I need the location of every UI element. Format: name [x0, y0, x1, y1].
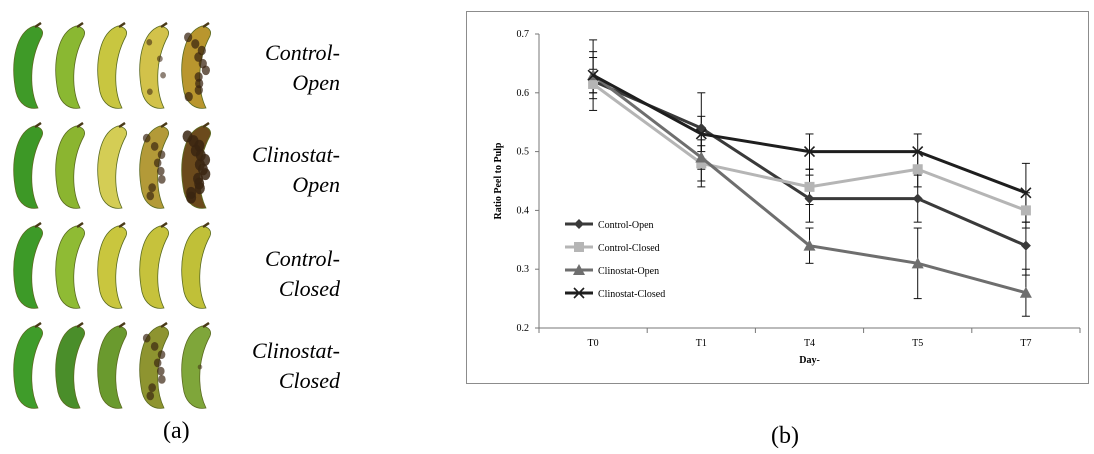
banana-image	[97, 22, 127, 109]
legend-swatch-marker	[573, 287, 585, 299]
y-tick-label: 0.7	[517, 29, 530, 40]
data-point	[695, 128, 707, 140]
treatment-label-line2: Open	[292, 70, 340, 95]
y-tick-label: 0.2	[517, 323, 530, 334]
banana-image	[97, 222, 127, 309]
data-point	[911, 257, 924, 269]
x-tick-label: T7	[1020, 338, 1031, 349]
banana-image	[139, 222, 169, 309]
banana-row-image	[13, 222, 211, 309]
banana-photo-panel: (a) Control- Open Clinostat- Open Control- Cl…	[0, 0, 360, 454]
banana-image	[181, 222, 211, 309]
data-point	[1020, 205, 1031, 216]
banana-image	[181, 122, 211, 209]
data-point	[912, 146, 924, 158]
treatment-label-line1: Clinostat-	[251, 142, 340, 167]
y-tick-label: 0.4	[517, 205, 530, 216]
data-point	[1020, 187, 1032, 199]
banana-row-image	[13, 22, 211, 109]
banana-image	[55, 122, 85, 209]
banana-image	[55, 222, 85, 309]
data-point	[1020, 240, 1031, 251]
banana-row	[0, 22, 225, 112]
legend-label: Clinostat-Open	[598, 266, 659, 277]
legend-swatch-marker	[574, 242, 584, 252]
data-point	[695, 151, 708, 163]
data-point	[588, 78, 599, 89]
x-tick-label: T4	[804, 338, 815, 349]
data-point	[912, 193, 923, 204]
banana-image	[97, 322, 127, 409]
data-point	[804, 193, 815, 204]
legend-label: Clinostat-Closed	[598, 289, 665, 300]
y-tick-label: 0.6	[517, 88, 530, 99]
ratio-chart: 0.2 0.3 0.4 0.5 0.6 0.7 T0 T1 T4 T5 T7 Day- Ratio Pe…	[493, 29, 1081, 366]
legend-swatch-marker	[574, 219, 584, 229]
legend-label: Control-Open	[598, 220, 654, 231]
caption-b: (b)	[771, 423, 799, 449]
banana-image	[181, 22, 211, 109]
banana-row-image	[13, 322, 211, 409]
y-tick-label: 0.5	[517, 147, 530, 158]
data-point	[1019, 286, 1032, 298]
banana-image	[181, 322, 211, 409]
data-point	[803, 146, 816, 158]
banana-row-image	[13, 122, 211, 209]
treatment-label-line1: Control-	[265, 40, 340, 65]
y-axis-label: Ratio Peel to Pulp	[493, 142, 504, 219]
treatment-label-line2: Closed	[278, 368, 340, 393]
banana-image	[55, 22, 85, 109]
x-tick-label: T1	[696, 338, 707, 349]
banana-image	[139, 122, 169, 209]
banana-image	[13, 322, 43, 409]
data-point	[587, 69, 599, 81]
banana-row	[0, 222, 225, 312]
y-tick-label: 0.3	[517, 264, 530, 275]
treatment-label-line2: Closed	[278, 276, 340, 301]
chart-frame: 0.2 0.3 0.4 0.5 0.6 0.7 T0 T1 T4 T5 T7 Day- Ratio Pe…	[466, 11, 1089, 384]
banana-image	[97, 122, 127, 209]
data-point	[803, 239, 816, 251]
legend-swatch-marker	[573, 264, 585, 275]
x-axis-label: Day-	[799, 355, 820, 366]
data-point	[696, 158, 707, 169]
treatment-label: Clinostat- Open	[210, 140, 340, 200]
treatment-label: Clinostat- Closed	[210, 336, 340, 396]
data-point	[912, 164, 923, 175]
banana-image	[13, 122, 43, 209]
banana-image	[139, 22, 169, 109]
x-tick-label: T0	[588, 338, 599, 349]
legend-label: Control-Closed	[598, 243, 660, 254]
banana-row	[0, 322, 225, 412]
caption-a: (a)	[163, 418, 190, 444]
banana-row	[0, 122, 225, 212]
treatment-label: Control- Open	[210, 38, 340, 98]
banana-image	[139, 322, 169, 409]
data-point	[804, 181, 815, 192]
banana-image	[55, 322, 85, 409]
banana-image	[13, 222, 43, 309]
x-tick-label: T5	[912, 338, 923, 349]
banana-image	[13, 22, 43, 109]
treatment-label-line2: Open	[292, 172, 340, 197]
treatment-label: Control- Closed	[210, 244, 340, 304]
treatment-label-line1: Clinostat-	[251, 338, 340, 363]
treatment-label-line1: Control-	[265, 246, 340, 271]
